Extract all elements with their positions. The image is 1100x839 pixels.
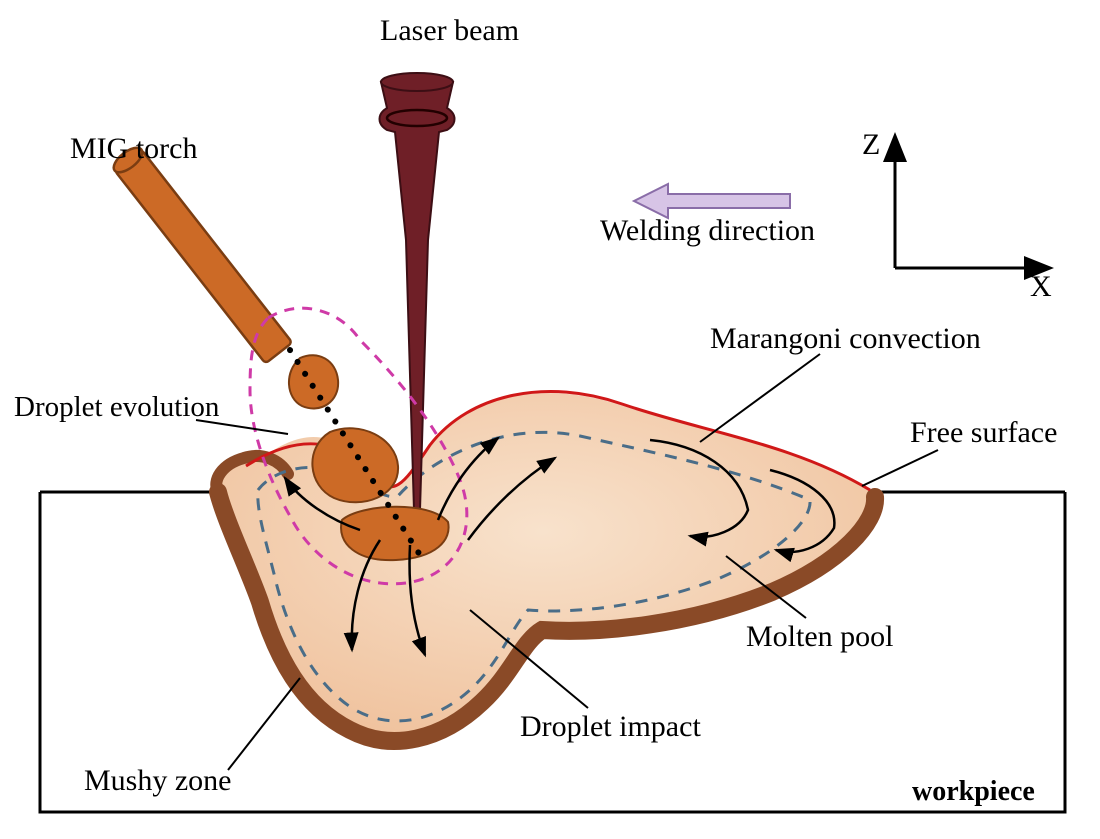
label-laser-beam: Laser beam (380, 14, 519, 47)
molten-pool-shape (213, 392, 875, 741)
coordinate-axes (895, 138, 1048, 268)
label-axis-z: Z (862, 128, 880, 161)
label-axis-x: X (1030, 270, 1052, 303)
label-mig-torch: MIG torch (70, 132, 197, 165)
droplet-2 (312, 428, 398, 502)
welding-direction-arrow (634, 184, 790, 218)
label-free-surface: Free surface (910, 416, 1057, 449)
label-molten-pool: Molten pool (746, 620, 894, 653)
label-welding-direction: Welding direction (600, 214, 815, 247)
mig-torch-shape (110, 143, 293, 363)
label-droplet-evolution: Droplet evolution (14, 391, 220, 423)
label-marangoni: Marangoni convection (710, 322, 981, 355)
welding-diagram: Laser beam MIG torch Welding direction Z… (0, 0, 1100, 839)
label-droplet-impact: Droplet impact (520, 710, 701, 743)
label-workpiece: workpiece (912, 776, 1035, 807)
label-mushy-zone: Mushy zone (84, 764, 231, 797)
